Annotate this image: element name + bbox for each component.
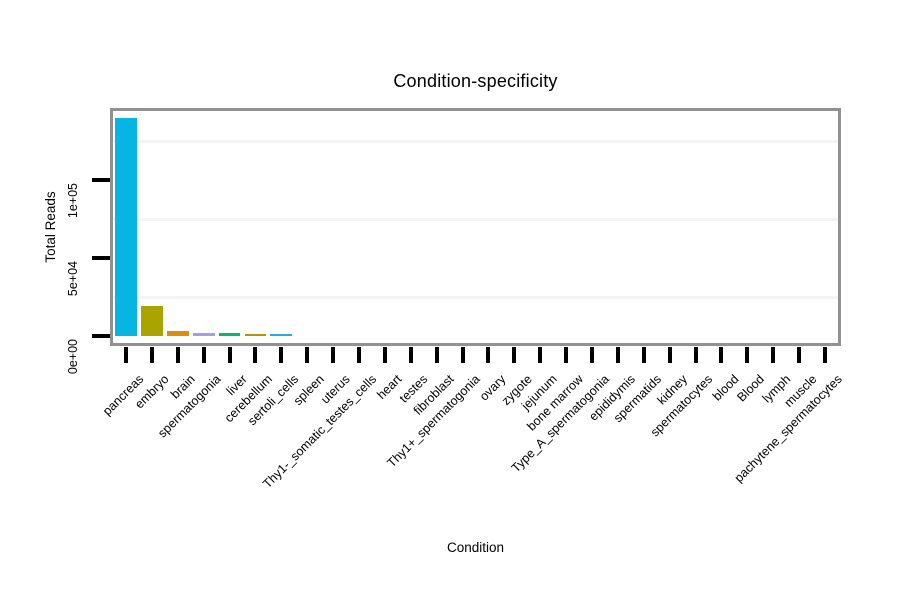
x-tick-mark <box>279 347 284 363</box>
x-tick-mark <box>771 347 776 363</box>
y-tick-mark <box>92 334 110 338</box>
x-tick-mark <box>564 347 569 363</box>
x-tick-mark <box>201 347 206 363</box>
x-tick-mark <box>408 347 413 363</box>
chart-title: Condition-specificity <box>393 71 558 91</box>
y-tick-label: 1e+05 <box>66 183 80 219</box>
x-tick-mark <box>641 347 646 363</box>
x-tick-mark <box>460 347 465 363</box>
x-tick-mark <box>745 347 750 363</box>
x-tick-mark <box>305 347 310 363</box>
x-tick-mark <box>123 347 128 363</box>
y-tick-mark <box>92 256 110 260</box>
y-tick-label: 5e+04 <box>66 261 80 297</box>
x-tick-mark <box>434 347 439 363</box>
bar <box>218 333 241 336</box>
x-tick-mark <box>538 347 543 363</box>
bar <box>270 334 293 336</box>
bar <box>166 331 189 336</box>
x-tick-mark <box>693 347 698 363</box>
x-tick-mark <box>149 347 154 363</box>
x-tick-label: Blood <box>734 372 768 405</box>
plot-area <box>110 108 841 346</box>
x-tick-mark <box>175 347 180 363</box>
bar <box>192 333 215 336</box>
minor-gridline <box>113 139 838 143</box>
x-tick-mark <box>382 347 387 363</box>
x-tick-mark <box>667 347 672 363</box>
x-tick-mark <box>331 347 336 363</box>
x-tick-mark <box>590 347 595 363</box>
minor-gridline <box>113 295 838 299</box>
x-tick-mark <box>253 347 258 363</box>
x-tick-mark <box>823 347 828 363</box>
x-axis-title: Condition <box>446 540 505 555</box>
bar <box>140 306 163 336</box>
minor-gridline <box>113 217 838 221</box>
x-tick-mark <box>719 347 724 363</box>
x-tick-mark <box>356 347 361 363</box>
x-tick-mark <box>797 347 802 363</box>
x-tick-mark <box>512 347 517 363</box>
y-tick-label: 0e+00 <box>66 339 80 375</box>
x-tick-mark <box>615 347 620 363</box>
bar <box>244 333 267 336</box>
y-tick-mark <box>92 178 110 182</box>
x-tick-label: blood <box>709 372 742 404</box>
x-tick-mark <box>227 347 232 363</box>
y-axis-title: Total Reads <box>43 191 58 263</box>
bar <box>115 117 137 336</box>
x-tick-mark <box>486 347 491 363</box>
